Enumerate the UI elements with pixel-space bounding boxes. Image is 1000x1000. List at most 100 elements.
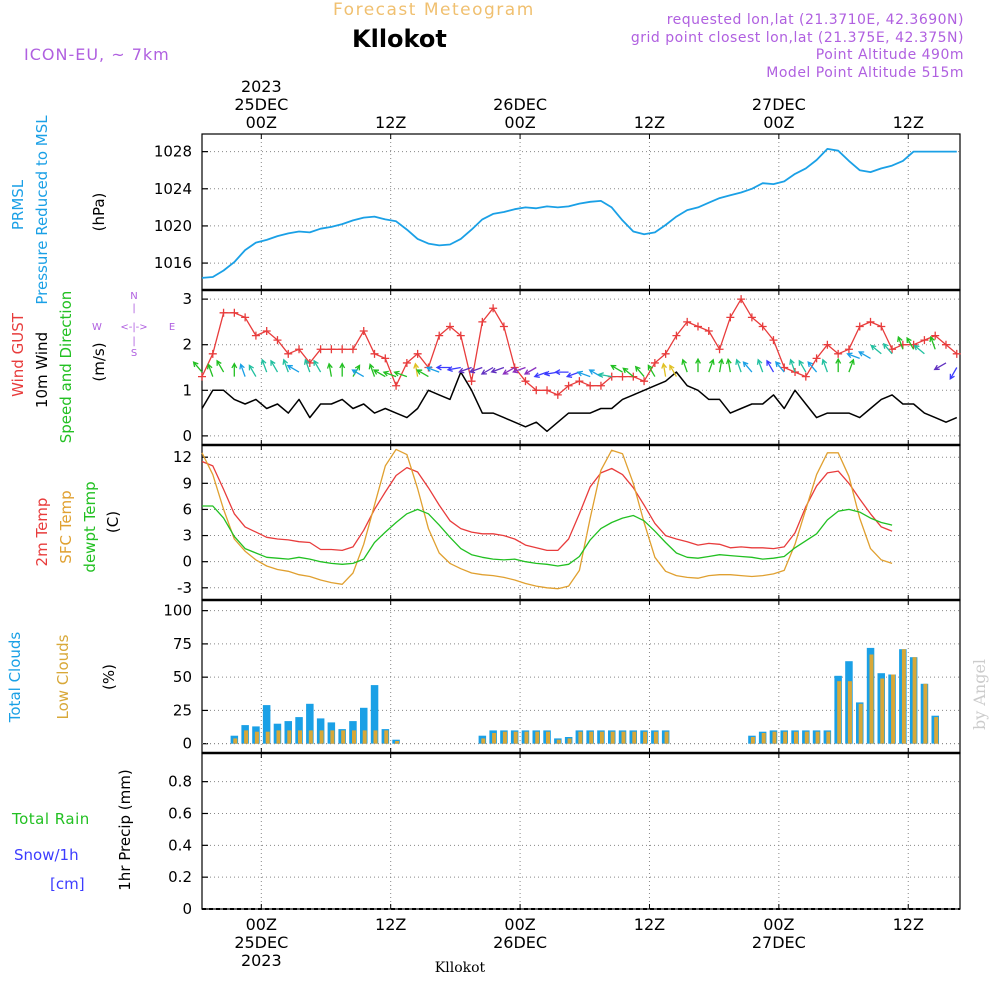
- bottom-time-label: 12Z: [893, 915, 924, 934]
- wind-direction-arrow: [897, 335, 904, 350]
- total-clouds-label: Total Clouds: [6, 632, 24, 724]
- wind-direction-arrow: [565, 371, 580, 378]
- snow-label: Snow/1h: [14, 846, 79, 864]
- compass-line: |: [132, 303, 135, 314]
- model-altitude: Model Point Altitude 515m: [766, 65, 964, 81]
- wind-direction-arrow: [695, 357, 701, 373]
- model-label: ICON-EU, ~ 7km: [24, 45, 170, 64]
- gust-marker: [467, 377, 476, 386]
- low-cloud-bar: [319, 730, 324, 744]
- gust-marker: [521, 377, 530, 386]
- y-tick-label: 0: [182, 427, 192, 445]
- gust-marker: [553, 390, 562, 399]
- low-cloud-bar: [254, 731, 259, 744]
- low-cloud-bar: [308, 730, 313, 744]
- y-tick-label: 1016: [154, 254, 192, 272]
- low-cloud-bar: [783, 731, 788, 744]
- gust-marker: [478, 317, 487, 326]
- wind-direction-arrow: [533, 371, 548, 378]
- low-cloud-bar: [653, 731, 658, 744]
- wind-direction-arrow: [756, 358, 764, 373]
- gust-marker: [737, 295, 746, 304]
- wind-direction-arrow: [870, 344, 882, 355]
- temp-unit: (C): [104, 511, 122, 533]
- wind-direction-arrow: [468, 366, 483, 374]
- low-cloud-bar: [621, 731, 626, 744]
- gust-marker: [338, 345, 347, 354]
- top-time-label: 12Z: [375, 113, 406, 132]
- sfc-temp-series: [201, 448, 893, 590]
- pressure-series: [201, 147, 957, 279]
- wind-direction-arrow: [231, 362, 238, 377]
- gust-marker: [683, 317, 692, 326]
- bottom-time-label: 25DEC: [234, 933, 288, 952]
- wind-direction-arrow: [313, 359, 322, 373]
- y-tick-label: 3: [182, 527, 192, 545]
- low-cloud-bar: [244, 730, 249, 744]
- gust-marker: [661, 349, 670, 358]
- low-cloud-bar: [664, 731, 669, 744]
- low-cloud-bar: [481, 738, 486, 744]
- wind-direction-arrow: [835, 357, 842, 373]
- wind-speed-series: [201, 371, 958, 433]
- total-cloud-bar: [295, 717, 303, 744]
- gust-marker: [208, 349, 217, 358]
- gust-marker: [262, 327, 271, 336]
- gust-marker: [618, 372, 627, 381]
- temp-2m-series: [201, 460, 893, 552]
- gust-marker: [284, 349, 293, 358]
- y-tick-label: 1028: [154, 143, 192, 161]
- gust-marker: [413, 349, 422, 358]
- wind-direction-arrow: [775, 361, 785, 373]
- gust-marker: [435, 331, 444, 340]
- gust-marker: [758, 322, 767, 331]
- y-tick-label: -3: [177, 579, 192, 597]
- wind-direction-arrow: [789, 358, 796, 373]
- y-tick-label: 50: [173, 668, 192, 686]
- total-cloud-bar: [370, 685, 379, 744]
- wind-direction-arrow: [933, 362, 947, 371]
- wind-direction-arrow: [382, 370, 397, 378]
- sfc-temp-label: SFC Temp: [57, 490, 75, 563]
- wind-direction-arrow: [913, 344, 925, 355]
- y-tick-label: 6: [182, 500, 192, 518]
- low-cloud-bar: [923, 683, 928, 744]
- gust-marker: [888, 345, 897, 354]
- y-tick-label: 3: [182, 290, 192, 308]
- compass-line: |: [132, 336, 135, 347]
- low-cloud-bar: [513, 731, 518, 744]
- wind-direction-arrow: [351, 369, 365, 378]
- wind-direction-arrow: [352, 364, 361, 377]
- low-cloud-bar: [502, 731, 507, 744]
- y-tick-label: 12: [173, 448, 192, 466]
- low-cloud-bar: [352, 730, 356, 744]
- wind-direction-arrow: [735, 358, 742, 373]
- low-cloud-bar: [362, 730, 367, 744]
- low-cloud-bar: [298, 730, 302, 744]
- wind-direction-arrow: [260, 358, 268, 373]
- gust-marker: [392, 381, 401, 390]
- pressure-label-2: Pressure Reduced to MSL: [33, 115, 51, 305]
- low-cloud-bar: [750, 737, 755, 744]
- wind-direction-arrow: [372, 369, 386, 378]
- gust-marker: [273, 336, 282, 345]
- wind-direction-arrow: [368, 363, 376, 377]
- gust-marker: [823, 340, 832, 349]
- low-cloud-bar: [384, 730, 389, 744]
- wind-direction-arrow: [480, 366, 494, 375]
- compass-south: S: [131, 348, 137, 359]
- low-cloud-bar: [901, 649, 906, 744]
- low-cloud-bar: [578, 731, 583, 744]
- low-cloud-bar: [546, 731, 550, 744]
- wind-direction-arrow: [326, 362, 333, 377]
- low-clouds-label: Low Clouds: [54, 634, 72, 719]
- gust-marker: [456, 331, 465, 340]
- wind-direction-arrow: [669, 364, 677, 377]
- point-altitude: Point Altitude 490m: [816, 47, 964, 63]
- gust-marker: [219, 308, 228, 317]
- wind-direction-arrow: [597, 372, 612, 379]
- panel-frame: [201, 752, 961, 910]
- wind-direction-arrow: [270, 359, 279, 373]
- wind-direction-arrow: [446, 366, 461, 373]
- wind-direction-arrow: [239, 363, 246, 377]
